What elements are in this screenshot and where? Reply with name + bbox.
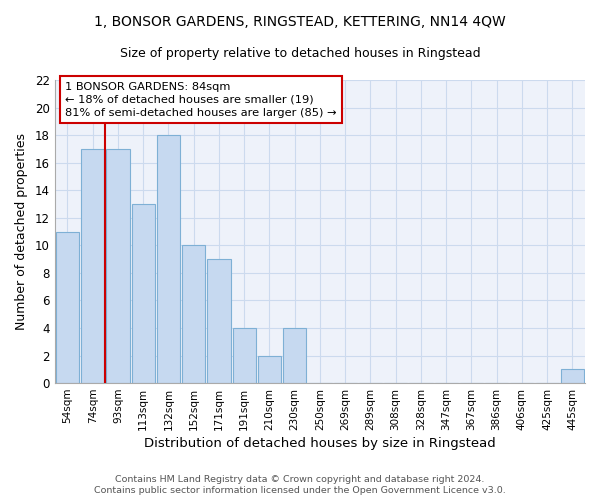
X-axis label: Distribution of detached houses by size in Ringstead: Distribution of detached houses by size … bbox=[144, 437, 496, 450]
Bar bbox=[131, 204, 155, 383]
Text: Size of property relative to detached houses in Ringstead: Size of property relative to detached ho… bbox=[119, 48, 481, 60]
Text: 1 BONSOR GARDENS: 84sqm
← 18% of detached houses are smaller (19)
81% of semi-de: 1 BONSOR GARDENS: 84sqm ← 18% of detache… bbox=[65, 82, 337, 118]
Bar bbox=[233, 328, 256, 383]
Bar bbox=[56, 232, 79, 383]
Bar bbox=[81, 149, 104, 383]
Text: Contains HM Land Registry data © Crown copyright and database right 2024.: Contains HM Land Registry data © Crown c… bbox=[115, 475, 485, 484]
Y-axis label: Number of detached properties: Number of detached properties bbox=[15, 133, 28, 330]
Text: Contains public sector information licensed under the Open Government Licence v3: Contains public sector information licen… bbox=[94, 486, 506, 495]
Bar bbox=[561, 370, 584, 383]
Bar bbox=[258, 356, 281, 383]
Bar bbox=[106, 149, 130, 383]
Bar bbox=[207, 259, 230, 383]
Bar bbox=[182, 246, 205, 383]
Text: 1, BONSOR GARDENS, RINGSTEAD, KETTERING, NN14 4QW: 1, BONSOR GARDENS, RINGSTEAD, KETTERING,… bbox=[94, 15, 506, 29]
Bar bbox=[157, 135, 180, 383]
Bar bbox=[283, 328, 306, 383]
